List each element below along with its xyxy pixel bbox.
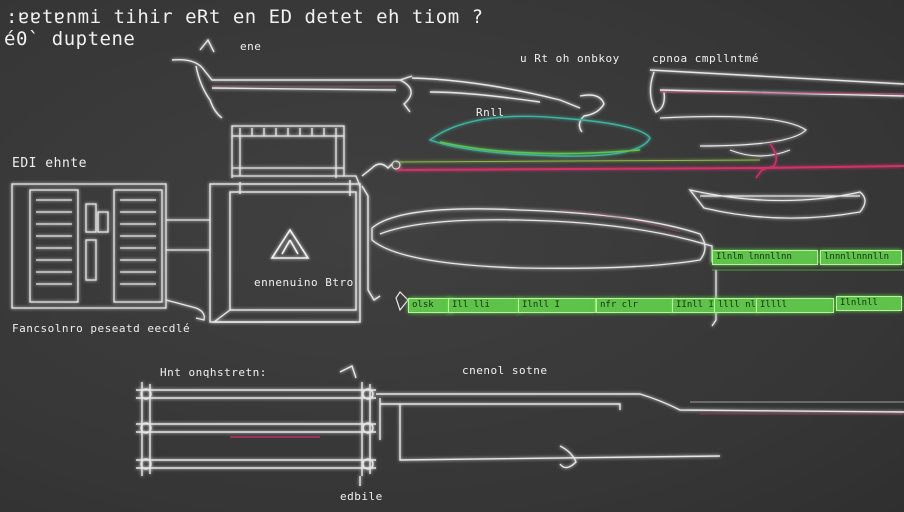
tag-lower-8: Ilnlnll: [836, 296, 902, 311]
tag-upper-1: Ilnlm lnnnllnn: [712, 250, 818, 265]
diagram-title: :ɐɐtɐnmi tihir eRt en ED detet eh tiom ?: [6, 6, 484, 28]
label-bottom-left: Hnt onqhstretn:: [160, 366, 267, 379]
left-block-title: EDI ehnte: [12, 156, 87, 171]
tag-upper-2: lnnnllnnnlln: [820, 250, 902, 265]
tag-lower-7: Illll: [756, 298, 834, 313]
label-top-small: ene: [240, 40, 262, 53]
triangle-icon: [270, 228, 310, 259]
diagram-subtitle: é0` duptene: [4, 28, 136, 50]
label-right-top-b: cpnoa cmpllntmé: [652, 52, 759, 65]
label-mid-small: Rnll: [476, 106, 505, 119]
tag-lower-3: Ilnll I: [518, 298, 596, 313]
bottom-ladder: [136, 365, 904, 486]
left-panel: [11, 183, 210, 321]
oval-loop: [371, 188, 866, 327]
green-loop: [428, 115, 807, 157]
magenta-line: [391, 143, 904, 179]
tag-lower-1: olsk: [408, 298, 452, 313]
tag-lower-5: IInll I: [672, 298, 716, 313]
label-right-top-a: u Rt oh onbkoy: [520, 52, 620, 65]
center-box-caption: ennenuino Btro: [254, 276, 354, 289]
center-box: [209, 163, 393, 323]
top-track: [171, 38, 904, 133]
gate-structure: [231, 125, 361, 187]
tag-lower-2: Ill lli: [448, 298, 520, 313]
left-block-caption: Fancsolnro peseatd eecdlé: [12, 322, 191, 335]
label-bottom-small: edbile: [340, 490, 383, 503]
tag-lower-6: llll nl: [714, 298, 758, 313]
label-bottom-center: cnenol sotne: [462, 364, 548, 377]
tag-lower-4: nfr clr: [596, 298, 674, 313]
